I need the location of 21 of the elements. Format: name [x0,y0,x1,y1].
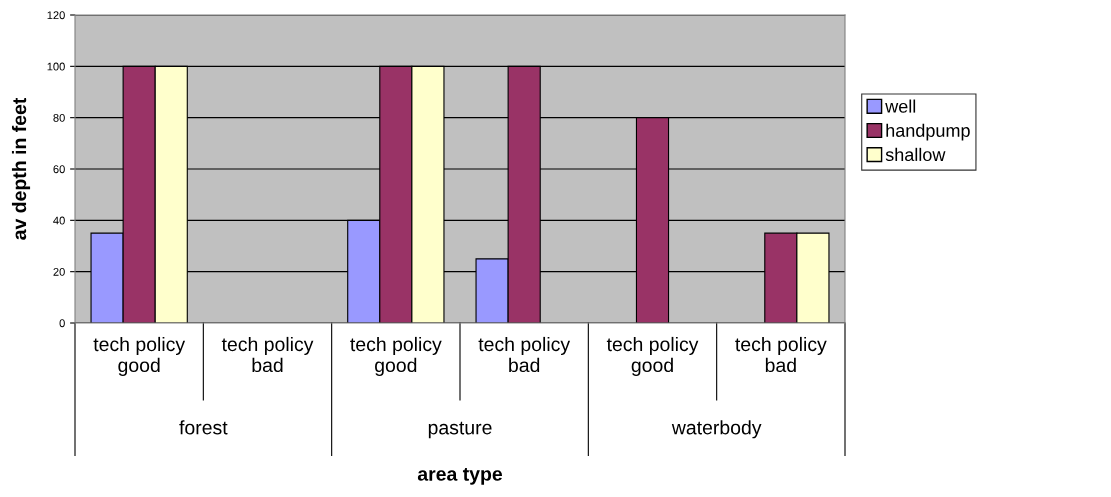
text: forest [179,420,228,435]
x-tick-label: tech policy bad [735,336,827,373]
legend-label: well [885,99,916,113]
legend-label: handpump [886,123,970,141]
y-tick-label: 40 [53,216,65,225]
y-tick-label: 60 [53,165,65,174]
y-tick-label: 0 [59,319,65,328]
x-axis-title: area type [417,467,503,485]
y-tick-label: 20 [53,267,65,276]
y-tick-label: 120 [47,11,65,20]
x-tick-label: tech policy bad [221,336,314,373]
y-axis-title: av depth in feet [11,97,31,240]
y-tick-label: 100 [47,62,65,71]
x-tick-label: tech policy good [93,336,186,376]
legend-label: shallow [885,147,946,162]
y-tick-label: 80 [53,113,65,122]
x-tick-label: tech policy good [606,336,699,376]
text: waterbody [671,420,762,439]
text: pasture [428,421,492,439]
x-tick-label: tech policy bad [478,336,571,373]
x-tick-label: tech policy good [350,336,442,376]
